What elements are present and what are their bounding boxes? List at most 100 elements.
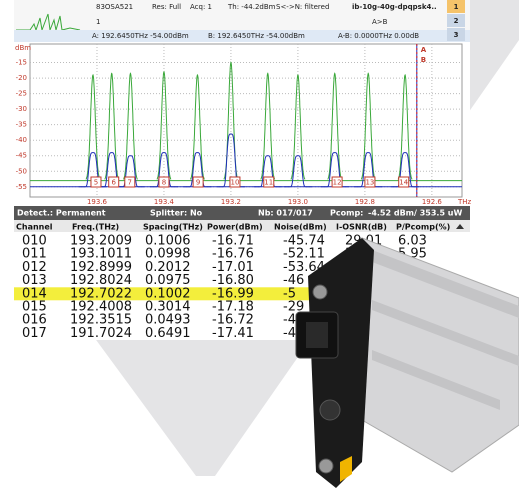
channel-label: 10	[230, 179, 239, 187]
module-rib	[372, 250, 519, 318]
channel-label: 5	[94, 179, 98, 187]
table-cell: 013	[22, 273, 47, 288]
tab-label: 2	[454, 17, 459, 25]
table-cell: 191.7024	[70, 326, 132, 341]
channel-box	[192, 176, 204, 188]
markers-bar	[14, 30, 470, 42]
nb: Nb: 017/017	[258, 209, 313, 218]
channel-box	[364, 176, 376, 188]
x-tick-label: 193.4	[154, 198, 175, 206]
peak	[183, 152, 212, 188]
channel-label: 11	[264, 179, 273, 187]
table-cell: -16.76	[212, 247, 254, 262]
table-cell: 017	[22, 326, 47, 341]
table-cell: -16.99	[212, 286, 254, 301]
peak	[116, 155, 145, 188]
connector-port	[306, 322, 328, 348]
tab[interactable]	[447, 14, 465, 27]
trace-index: 1	[96, 18, 100, 26]
y-unit: dBm	[15, 44, 31, 52]
table-cell: 016	[22, 313, 47, 328]
table-cell: 0.3014	[145, 300, 191, 315]
table-cell: 192.8999	[70, 260, 132, 275]
trace-name: ib-10g-40g-dpqpsk4..	[352, 3, 437, 11]
y-tick-label: -25	[16, 90, 27, 98]
channel-label: 7	[128, 179, 132, 187]
tab-label: 3	[454, 31, 459, 39]
comparison: A>B	[372, 18, 388, 26]
y-tick-label: -35	[16, 121, 27, 129]
marker-label: A	[421, 46, 427, 54]
channel-label: 9	[196, 179, 200, 187]
channel-box	[124, 176, 136, 188]
table-cell: 011	[22, 247, 47, 262]
peak	[320, 152, 349, 188]
table-cell: 192.3515	[70, 313, 132, 328]
pcomp: -4.52 dBm/ 353.5 uW	[368, 209, 462, 218]
fan	[319, 399, 341, 421]
peak	[354, 152, 383, 188]
table-cell: 014	[22, 286, 47, 301]
peak	[253, 155, 282, 188]
splitter: Splitter: No	[150, 209, 203, 218]
table-header: Spacing(THz)	[143, 223, 203, 232]
resolution: Res: Full	[152, 3, 181, 11]
front-panel	[308, 238, 374, 488]
y-tick-label: -20	[16, 74, 27, 82]
table-cell: -29	[283, 300, 304, 315]
module-rib	[372, 350, 500, 410]
thumbnail	[16, 13, 81, 32]
y-tick-label: -45	[16, 152, 27, 160]
peak	[327, 72, 343, 180]
screw	[312, 284, 328, 300]
channel-box	[229, 176, 241, 188]
pcomp-label: Pcomp:	[330, 209, 363, 218]
x-tick-label: 192.6	[422, 198, 443, 206]
table-cell: -16.80	[212, 273, 254, 288]
channel-box	[158, 176, 170, 188]
peak	[397, 73, 413, 180]
table-cell: -5	[283, 286, 296, 301]
table-header: I-OSNR(dB)	[336, 223, 387, 232]
channel-label: 13	[365, 179, 374, 187]
table-cell: 0.0975	[145, 273, 191, 288]
acquisition: Acq: 1	[190, 3, 212, 11]
table-cell: 192.4008	[70, 300, 132, 315]
table-header: Channel	[16, 223, 53, 232]
module-rib	[372, 300, 519, 366]
tab[interactable]	[447, 0, 465, 13]
table-cell: 193.1011	[70, 247, 132, 262]
table-header: Freq.(THz)	[72, 223, 119, 232]
channel-label: 12	[333, 179, 342, 187]
marker-diff-readout: A-B: 0.0000THz 0.00dB	[338, 32, 419, 40]
y-tick-label: -50	[16, 167, 27, 175]
peak	[85, 73, 101, 180]
table-cell: 192.8024	[70, 273, 132, 288]
table-cell: -16.72	[212, 313, 254, 328]
table-cell: -46	[283, 273, 304, 288]
y-tick-label: -40	[16, 136, 27, 144]
table-cell: -45.74	[283, 234, 325, 249]
table-cell: 0.0998	[145, 247, 191, 262]
peak	[360, 72, 376, 180]
peak	[283, 155, 312, 188]
y-tick-label: -15	[16, 59, 27, 67]
module-photo	[295, 237, 519, 488]
peak	[260, 72, 276, 180]
table-cell: 012	[22, 260, 47, 275]
x-tick-label: 192.8	[355, 198, 375, 206]
x-tick-label: 193.2	[221, 198, 241, 206]
table-cell: -17.18	[212, 300, 254, 315]
table-cell: 0.2012	[145, 260, 191, 275]
tab[interactable]	[447, 28, 465, 41]
table-cell: -16.71	[212, 234, 254, 249]
channel-label: 14	[399, 179, 408, 187]
status-bar	[14, 206, 470, 220]
warning-label	[340, 456, 352, 482]
channel-box	[90, 176, 102, 188]
channel-box	[108, 176, 120, 188]
scroll-arrow[interactable]	[456, 224, 464, 229]
threshold: Th: -44.2dBm	[227, 3, 276, 11]
table-cell: 0.6491	[145, 326, 191, 341]
